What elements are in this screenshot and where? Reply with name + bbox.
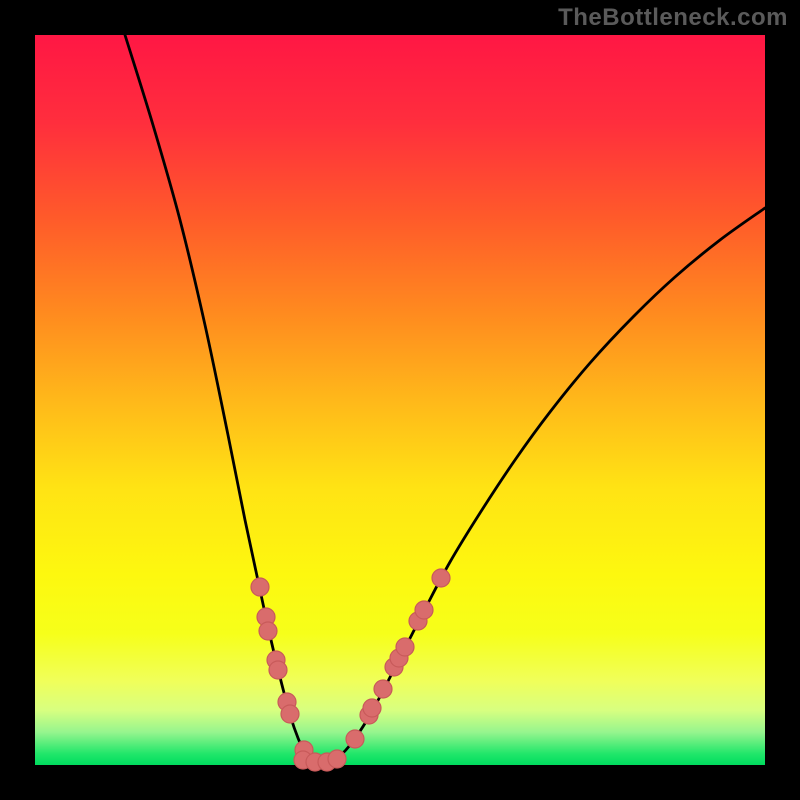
plot-area	[35, 35, 765, 765]
canvas: TheBottleneck.com	[0, 0, 800, 800]
chart-svg	[35, 35, 765, 765]
watermark-text: TheBottleneck.com	[558, 4, 788, 32]
